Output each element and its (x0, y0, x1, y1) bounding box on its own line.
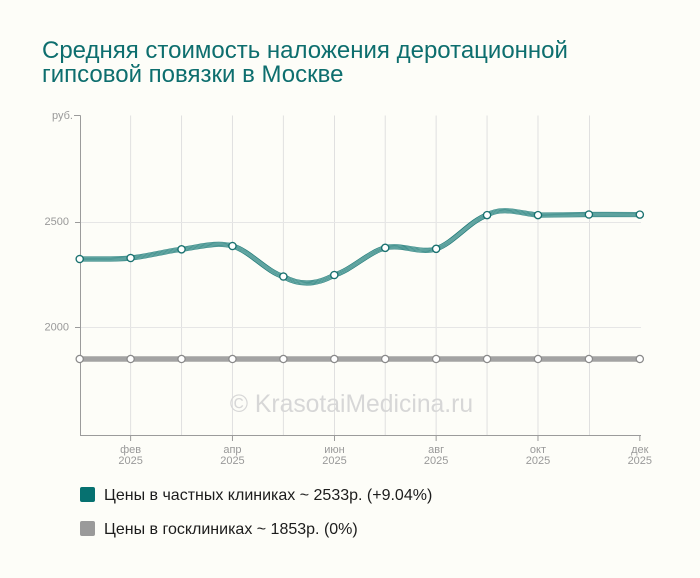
svg-text:апр: апр (223, 444, 241, 456)
svg-text:2025: 2025 (424, 455, 448, 467)
svg-text:2025: 2025 (526, 455, 550, 467)
svg-text:дек: дек (631, 444, 649, 456)
svg-text:2000: 2000 (45, 322, 69, 334)
svg-text:окт: окт (530, 444, 546, 456)
svg-text:авг: авг (428, 444, 444, 456)
svg-text:фев: фев (120, 444, 141, 456)
svg-text:июн: июн (324, 444, 344, 456)
svg-text:2500: 2500 (45, 216, 69, 228)
svg-text:© KrasotaiMedicina.ru: © KrasotaiMedicina.ru (230, 391, 473, 418)
svg-text:2025: 2025 (220, 455, 244, 467)
svg-text:2025: 2025 (322, 455, 346, 467)
svg-text:2025: 2025 (118, 455, 142, 467)
svg-text:руб.: руб. (52, 110, 73, 122)
svg-text:2025: 2025 (628, 455, 652, 467)
